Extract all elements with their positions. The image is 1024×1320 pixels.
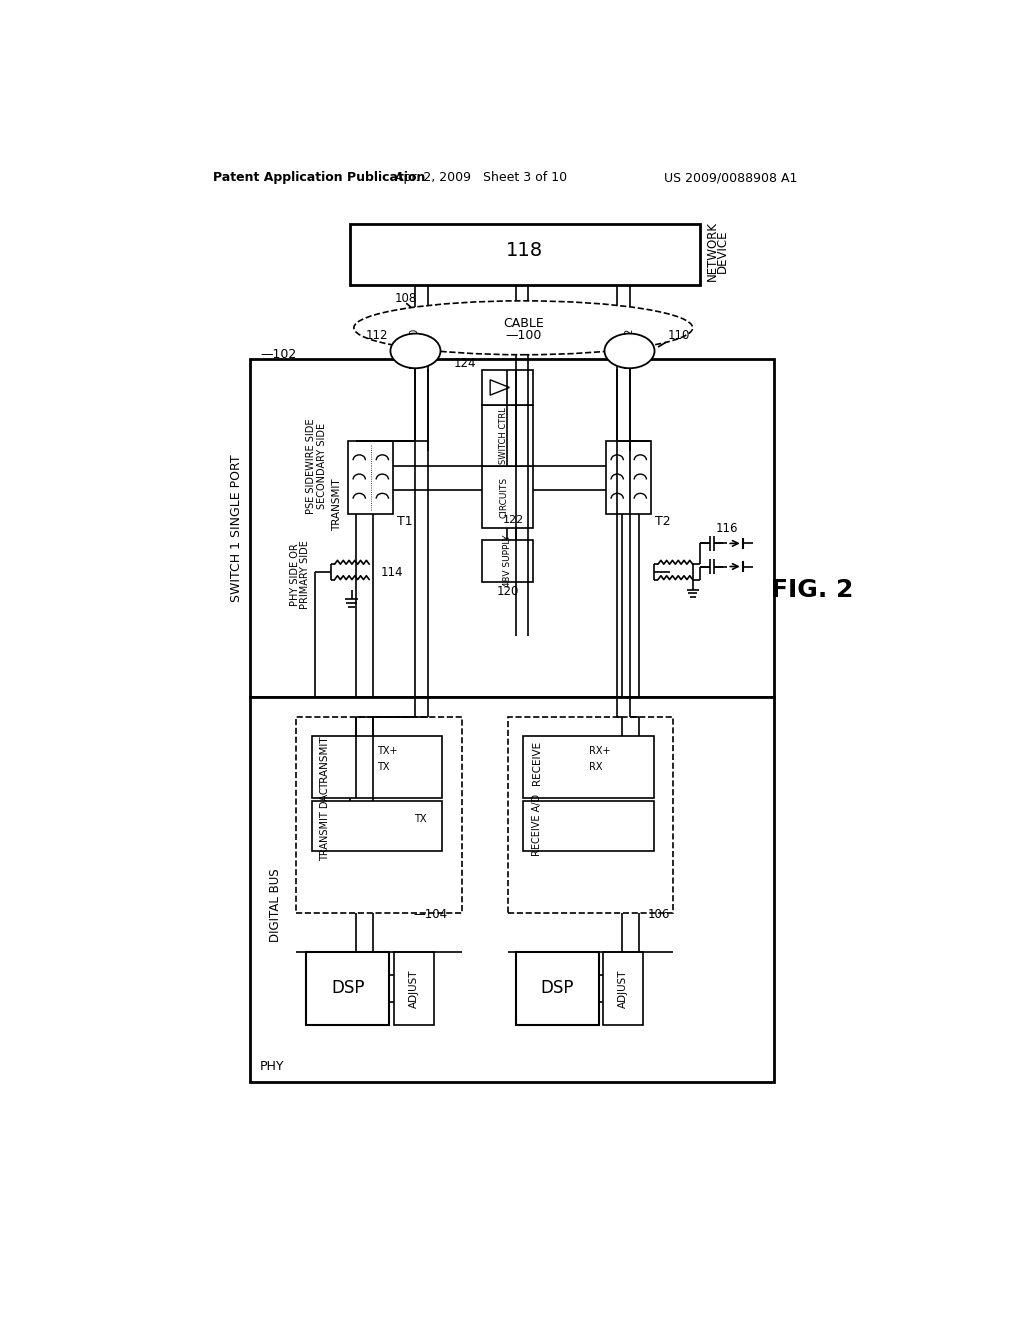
Bar [603,952,643,1024]
Ellipse shape [354,301,692,355]
Text: PHY: PHY [260,1060,285,1073]
Text: T1: T1 [397,515,413,528]
Text: —100: —100 [505,329,542,342]
Text: 116: 116 [716,521,738,535]
Bar [523,737,654,797]
Text: DSP: DSP [331,979,365,998]
Text: 108: 108 [395,292,418,305]
Bar [515,952,599,1024]
Text: 114: 114 [381,566,403,579]
Text: DEVICE: DEVICE [716,230,728,272]
Text: RX+: RX+ [589,746,610,756]
Text: SECONDARY SIDE: SECONDARY SIDE [316,424,327,510]
Text: 106: 106 [648,908,671,921]
Text: TX: TX [377,762,389,772]
Text: CIRCUITS: CIRCUITS [499,477,508,517]
Bar [523,801,654,851]
Text: PAIR 3,0: PAIR 3,0 [411,329,421,368]
Bar [606,441,651,515]
Bar [296,717,462,913]
Text: 120: 120 [497,585,519,598]
Text: FIG. 2: FIG. 2 [771,578,853,602]
Text: PRIMARY SIDE: PRIMARY SIDE [300,540,310,609]
Text: DSP: DSP [541,979,573,998]
Text: 112: 112 [366,329,388,342]
Bar [482,466,532,528]
Text: —102: —102 [260,348,296,362]
Text: SWITCH CTRL: SWITCH CTRL [499,408,508,463]
Ellipse shape [604,334,654,368]
Text: 110: 110 [668,329,690,342]
Text: RECEIVE: RECEIVE [532,741,542,785]
Text: Patent Application Publication: Patent Application Publication [213,172,425,185]
Text: 48V SUPPLY: 48V SUPPLY [503,535,512,587]
Text: TRANSMIT: TRANSMIT [321,737,331,789]
Text: TRANSMIT: TRANSMIT [332,479,342,531]
Bar [394,952,434,1024]
Text: RX: RX [589,762,602,772]
Ellipse shape [390,334,440,368]
Bar [348,441,393,515]
Text: US 2009/0088908 A1: US 2009/0088908 A1 [665,172,798,185]
Text: T2: T2 [655,515,671,528]
Bar [311,801,442,851]
Text: SWITCH 1 SINGLE PORT: SWITCH 1 SINGLE PORT [230,454,244,602]
Bar [508,717,674,913]
Text: TX+: TX+ [377,746,397,756]
Text: 118: 118 [506,242,544,260]
Text: 122: 122 [503,515,524,525]
Bar [250,697,773,1082]
Text: NETWORK: NETWORK [706,220,719,281]
Text: 124: 124 [454,358,476,371]
Text: —104: —104 [414,908,447,921]
Bar [350,224,700,285]
Bar [482,540,532,582]
Bar [482,405,532,466]
Bar [311,737,442,797]
Text: RECEIVE A/D: RECEIVE A/D [532,793,542,855]
Text: ADJUST: ADJUST [409,969,419,1007]
Bar [306,952,389,1024]
Text: ADJUST: ADJUST [618,969,629,1007]
Text: PHY SIDE OR: PHY SIDE OR [290,543,300,606]
Text: PSE SIDEWIRE SIDE: PSE SIDEWIRE SIDE [306,418,315,515]
Bar [250,359,773,697]
Text: Apr. 2, 2009   Sheet 3 of 10: Apr. 2, 2009 Sheet 3 of 10 [395,172,567,185]
Text: PAIR 1,2: PAIR 1,2 [625,329,635,368]
Text: TX: TX [414,814,426,824]
Text: DIGITAL BUS: DIGITAL BUS [269,869,282,942]
Polygon shape [490,380,509,395]
Text: CABLE: CABLE [503,317,544,330]
Bar [482,370,532,405]
Text: TRANSMIT DAC: TRANSMIT DAC [321,788,331,861]
